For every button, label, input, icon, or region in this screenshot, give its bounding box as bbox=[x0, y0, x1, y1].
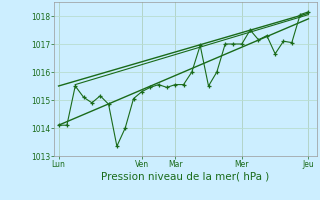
X-axis label: Pression niveau de la mer( hPa ): Pression niveau de la mer( hPa ) bbox=[101, 172, 270, 182]
